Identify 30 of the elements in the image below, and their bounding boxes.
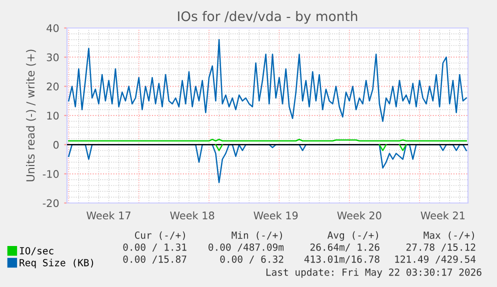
text: Last update: Fri May 22 03:30:17 2026 [266,268,482,278]
x-tick-label: Week 20 [337,211,382,220]
y-axis-title: Units read (-) / write (+) [26,50,36,182]
legend-label: IO/sec [20,247,54,256]
text: Avg (-/+) [328,231,378,241]
legend-label: Req Size (KB) [20,258,94,268]
text: 0.00 / 1.31 [123,243,186,252]
text: 0.00 /15.87 [123,255,186,264]
text: Max (-/+) [424,231,474,240]
y-tick-label: 30 [46,53,59,62]
x-tick-label: Week 19 [254,211,298,220]
text: 413.01m/16.78 [304,255,380,264]
text: 27.78 /15.12 [406,243,476,252]
x-tick-label: Week 18 [170,211,214,220]
y-tick-label: 20 [46,82,59,90]
x-tick-label: Week 17 [86,211,130,220]
y-tick-label: 0 [53,140,59,149]
y-tick-label: 10 [47,112,59,120]
text: Cur (-/+) [134,231,185,240]
y-tick-label: -20 [42,199,59,208]
line-series [68,39,467,122]
y-tick-label: -10 [42,170,59,178]
chart-title: IOs for /dev/vda - by month [178,11,358,24]
y-tick-label: 40 [46,24,59,32]
text: 0.00 / 6.32 [220,255,284,264]
text: 26.64m/ 1.26 [310,243,380,252]
text: 0.00 /487.09m [208,243,284,252]
text: 121.49 /429.54 [395,255,476,264]
x-tick-label: Week 21 [420,211,465,220]
text: Min (-/+) [232,231,282,240]
